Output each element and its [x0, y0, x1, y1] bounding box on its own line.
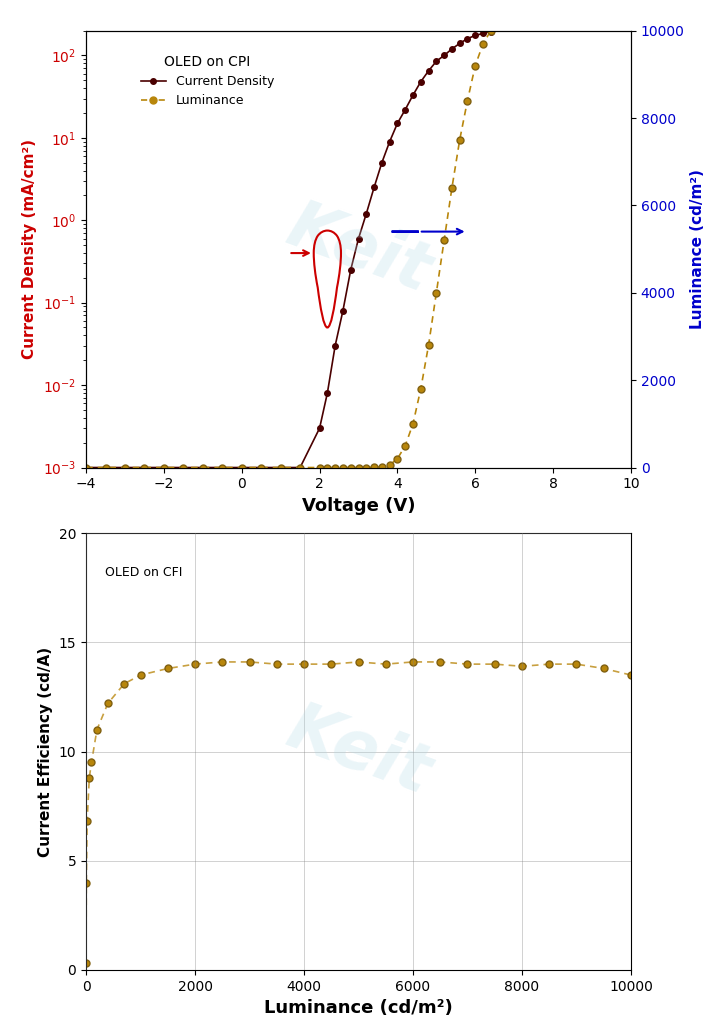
- Luminance: [101, 461, 110, 474]
- Current Density: [276, 461, 285, 474]
- Current Density: [463, 33, 472, 45]
- Current Density: [401, 103, 409, 115]
- Luminance: [401, 440, 409, 452]
- Luminance: [296, 461, 305, 474]
- Luminance: [354, 461, 363, 474]
- Current Density: [378, 156, 386, 168]
- Luminance: [362, 461, 371, 474]
- Text: Keit: Keit: [277, 193, 440, 305]
- Luminance: [424, 339, 433, 351]
- Text: Keit: Keit: [277, 695, 440, 808]
- Luminance: [331, 461, 339, 474]
- Current Density: [82, 461, 90, 474]
- Y-axis label: Current Density (mA/cm²): Current Density (mA/cm²): [22, 139, 37, 359]
- Current Density: [338, 304, 347, 317]
- X-axis label: Voltage (V): Voltage (V): [302, 497, 415, 515]
- Luminance: [120, 461, 129, 474]
- Luminance: [82, 461, 90, 474]
- Y-axis label: Luminance (cd/m²): Luminance (cd/m²): [690, 169, 705, 329]
- Current Density: [218, 461, 227, 474]
- Y-axis label: Current Efficiency (cd/A): Current Efficiency (cd/A): [38, 646, 53, 857]
- Current Density: [417, 76, 425, 88]
- Luminance: [471, 59, 480, 71]
- Luminance: [385, 458, 394, 471]
- Luminance: [276, 461, 285, 474]
- Luminance: [199, 461, 207, 474]
- Current Density: [120, 461, 129, 474]
- Luminance: [218, 461, 227, 474]
- Current Density: [409, 89, 417, 101]
- Luminance: [432, 287, 441, 299]
- Line: Current Density: Current Density: [83, 29, 493, 471]
- Luminance: [323, 461, 332, 474]
- Current Density: [199, 461, 207, 474]
- Text: (a): (a): [346, 546, 371, 565]
- Current Density: [455, 38, 464, 50]
- Luminance: [257, 461, 265, 474]
- Current Density: [432, 55, 441, 67]
- Current Density: [354, 233, 363, 245]
- Luminance: [370, 461, 379, 474]
- Current Density: [487, 26, 495, 38]
- Luminance: [160, 461, 168, 474]
- X-axis label: Luminance (cd/m²): Luminance (cd/m²): [264, 1000, 453, 1017]
- Luminance: [346, 461, 355, 474]
- Luminance: [338, 461, 347, 474]
- Luminance: [479, 38, 488, 50]
- Current Density: [346, 263, 355, 276]
- Luminance: [417, 383, 425, 395]
- Current Density: [370, 182, 379, 194]
- Current Density: [101, 461, 110, 474]
- Luminance: [378, 460, 386, 473]
- Current Density: [315, 422, 324, 434]
- Current Density: [424, 64, 433, 77]
- Current Density: [393, 117, 402, 130]
- Current Density: [440, 49, 448, 61]
- Luminance: [315, 461, 324, 474]
- Text: OLED on CFI: OLED on CFI: [105, 566, 183, 579]
- Luminance: [447, 182, 456, 194]
- Current Density: [447, 43, 456, 55]
- Luminance: [409, 418, 417, 430]
- Current Density: [362, 207, 371, 220]
- Luminance: [463, 94, 472, 106]
- Luminance: [393, 452, 402, 465]
- Current Density: [296, 461, 305, 474]
- Legend: Current Density, Luminance: Current Density, Luminance: [136, 50, 279, 112]
- Current Density: [257, 461, 265, 474]
- Line: Luminance: Luminance: [82, 28, 494, 471]
- Current Density: [385, 136, 394, 148]
- Current Density: [323, 387, 332, 399]
- Luminance: [179, 461, 188, 474]
- Luminance: [440, 234, 448, 246]
- Current Density: [237, 461, 246, 474]
- Luminance: [455, 134, 464, 146]
- Luminance: [237, 461, 246, 474]
- Current Density: [160, 461, 168, 474]
- Current Density: [140, 461, 148, 474]
- Current Density: [179, 461, 188, 474]
- Current Density: [471, 30, 480, 42]
- Luminance: [140, 461, 148, 474]
- Current Density: [479, 28, 488, 40]
- Current Density: [331, 340, 339, 352]
- Luminance: [487, 25, 495, 37]
